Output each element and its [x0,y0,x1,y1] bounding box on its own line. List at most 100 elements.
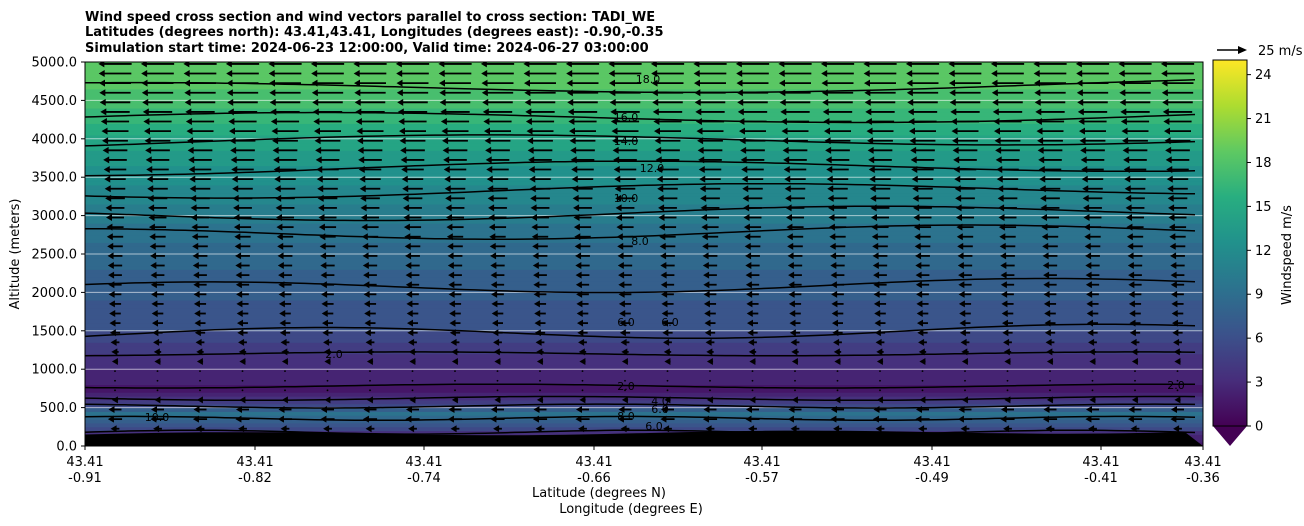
contour-line [85,403,1196,409]
y-tick-label: 500.0 [40,401,77,416]
wind-vector-head [994,137,1001,145]
wind-vector-head [706,358,713,366]
wind-vector-head [652,108,659,116]
contour-label: 8.0 [631,235,649,248]
wind-vector-head [484,127,491,135]
wind-vector-head [701,233,708,241]
x-tick-label-lat: 43.41 [1184,455,1221,470]
wind-vector-head [1039,185,1046,193]
wind-vector-head [281,358,288,366]
windspeed-band [85,138,1203,144]
wind-vector-head [1128,271,1135,279]
wind-vector-head [703,300,710,308]
wind-vector-head [1129,310,1136,318]
wind-vector-head [107,262,114,270]
wind-vector-head [320,415,327,423]
wind-vector-head [786,233,793,241]
wind-vector-head [446,223,453,231]
contour-line [85,277,1196,294]
wind-vector-head [699,175,706,183]
wind-vector-head [956,233,963,241]
wind-vector-head [995,146,1002,154]
wind-vector-head [915,252,922,260]
wind-vector [1049,389,1051,392]
wind-vector-head [661,319,668,327]
x-tick-label-lon: -0.49 [915,471,949,486]
windspeed-band [85,111,1203,117]
wind-vector-head [651,79,658,87]
wind-vector-head [990,62,997,68]
wind-vector-head [574,233,581,241]
wind-vector-head [193,406,200,414]
wind-vector-head [361,233,368,241]
wind-vector [1091,389,1094,392]
wind-vector-head [658,204,665,212]
wind-vector-head [532,252,539,260]
wind-vector-head [833,425,840,433]
wind-vector-head [996,175,1003,183]
windspeed-band [85,195,1203,201]
wind-vector-head [957,242,964,250]
wind-vector-head [1171,310,1178,318]
wind-vector-head [524,79,531,87]
wind-vector [284,389,286,392]
wind-vector-head [151,290,158,298]
wind-vector-head [1035,108,1042,116]
wind-vector-head [1125,194,1132,202]
wind-vector-head [916,290,923,298]
wind-vector-head [154,358,161,366]
wind-vector-head [104,175,111,183]
wind-vector-head [875,338,882,346]
wind-vector-head [364,329,371,337]
wind-vector-head [1118,62,1125,68]
wind-vector-head [195,338,202,346]
wind-vector-head [277,242,284,250]
wind-vector-head [1003,348,1010,356]
wind-vector-head [280,338,287,346]
wind-vector-head [1129,319,1136,327]
wind-vector-head [570,146,577,154]
wind-vector-head [192,415,199,423]
wind-vector-head [1123,156,1130,164]
wind-vector-head [1085,281,1092,289]
wind-vector-head [529,185,536,193]
wind-vector-head [535,338,542,346]
wind-vector-head [482,108,489,116]
wind-vector-head [490,262,497,270]
wind-vector-head [321,290,328,298]
wind-vector-head [321,319,328,327]
wind-vector-head [194,310,201,318]
wind-vector-head [315,156,322,164]
windspeed-band [85,299,1203,305]
wind-vector-head [1120,118,1127,126]
wind-vector [369,437,371,440]
wind-vector [1091,437,1094,440]
wind-vector [411,389,414,392]
wind-vector-head [787,242,794,250]
windspeed-band [85,176,1203,182]
wind-vector-head [572,194,579,202]
wind-vector-head [826,166,833,174]
wind-vector-head [151,300,158,308]
wind-vector-head [536,348,543,356]
wind-vector-head [399,127,406,135]
wind-vector-head [999,242,1006,250]
windspeed-band [85,65,1203,71]
wind-vector-head [654,127,661,135]
wind-vector-head [189,175,196,183]
wind-vector-head [439,98,446,106]
wind-vector-head [400,146,407,154]
wind-vector-head [238,348,245,356]
wind-vector-head [527,146,534,154]
windspeed-band [85,407,1203,412]
wind-vector-head [150,281,157,289]
wind-vector [1134,379,1136,382]
windspeed-band [85,322,1203,328]
wind-vector-head [662,329,669,337]
wind-vector [199,370,201,373]
wind-vector-head [1171,300,1178,308]
windspeed-band [85,257,1203,263]
wind-vector-head [786,214,793,222]
wind-vector-head [1000,252,1007,260]
wind-vector-head [656,175,663,183]
